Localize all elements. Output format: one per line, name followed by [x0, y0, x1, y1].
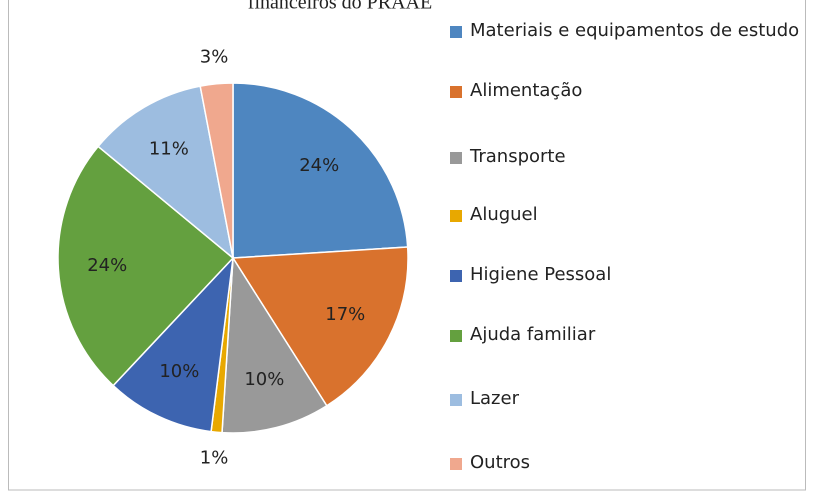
legend-item: Higiene Pessoal	[450, 258, 800, 292]
data-label: 24%	[299, 155, 339, 176]
legend-swatch	[450, 330, 462, 342]
data-label: 10%	[159, 361, 199, 382]
legend-label: Aluguel	[470, 204, 538, 225]
legend-item: Lazer	[450, 382, 800, 416]
legend-item: Transporte	[450, 140, 800, 174]
legend-swatch	[450, 458, 462, 470]
legend-item: Materiais e equipamentos de estudo	[450, 14, 800, 48]
legend-label: Materiais e equipamentos de estudo	[470, 20, 800, 41]
pie-slice	[231, 246, 409, 407]
chart-frame	[8, 0, 806, 491]
legend-swatch	[450, 394, 462, 406]
data-label: 24%	[87, 255, 127, 276]
pie-slice	[112, 255, 235, 433]
legend-swatch	[450, 270, 462, 282]
legend-swatch	[450, 210, 462, 222]
pie-slice	[232, 82, 409, 259]
legend-item: Outros	[450, 446, 800, 480]
legend-item: Ajuda familiar	[450, 318, 800, 352]
legend-item: Alimentação	[450, 74, 800, 108]
legend-label: Outros	[470, 452, 531, 473]
legend-label: Transporte	[470, 146, 566, 167]
pie-slice	[221, 255, 328, 434]
data-label: 17%	[325, 304, 365, 325]
pie-slice	[199, 82, 234, 259]
legend-label: Lazer	[470, 388, 519, 409]
legend-swatch	[450, 152, 462, 164]
data-label: 11%	[149, 139, 189, 160]
chart-title: financeiros do PRAAE	[248, 0, 432, 14]
data-label: 1%	[200, 447, 229, 468]
data-label: 10%	[244, 369, 284, 390]
legend-swatch	[450, 26, 462, 38]
data-label: 3%	[200, 47, 229, 68]
pie-slice	[97, 85, 235, 260]
pie-slice	[57, 145, 235, 387]
legend-item: Aluguel	[450, 198, 800, 232]
legend-label: Higiene Pessoal	[470, 264, 612, 285]
legend-label: Ajuda familiar	[470, 324, 596, 345]
legend-label: Alimentação	[470, 80, 583, 101]
legend-swatch	[450, 86, 462, 98]
